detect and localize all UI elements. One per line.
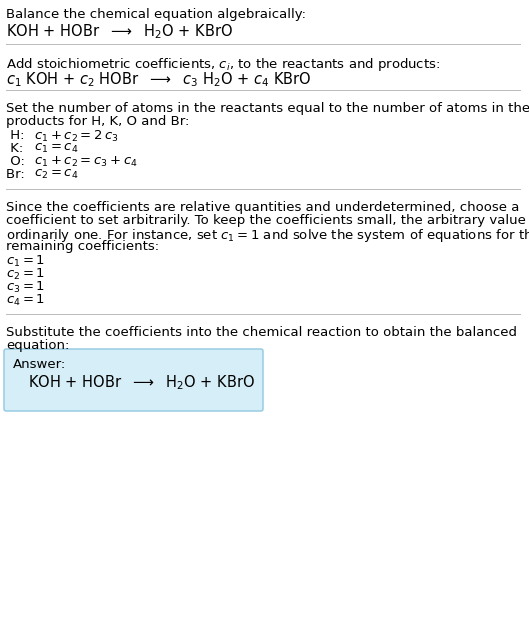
Text: $c_1 = 1$: $c_1 = 1$ [6,254,45,269]
Text: KOH + HOBr  $\longrightarrow$  H$_2$O + KBrO: KOH + HOBr $\longrightarrow$ H$_2$O + KB… [6,22,233,41]
Text: $c_3 = 1$: $c_3 = 1$ [6,280,45,295]
Text: ordinarily one. For instance, set $c_1 = 1$ and solve the system of equations fo: ordinarily one. For instance, set $c_1 =… [6,227,529,244]
Text: O:: O: [6,155,33,168]
Text: Substitute the coefficients into the chemical reaction to obtain the balanced: Substitute the coefficients into the che… [6,326,517,339]
Text: Set the number of atoms in the reactants equal to the number of atoms in the: Set the number of atoms in the reactants… [6,102,529,115]
Text: $c_1$ KOH + $c_2$ HOBr  $\longrightarrow$  $c_3$ H$_2$O + $c_4$ KBrO: $c_1$ KOH + $c_2$ HOBr $\longrightarrow$… [6,70,312,88]
Text: Answer:: Answer: [13,358,66,371]
Text: $c_1 = c_4$: $c_1 = c_4$ [34,142,78,155]
Text: equation:: equation: [6,339,69,352]
Text: $c_2 = 1$: $c_2 = 1$ [6,267,45,282]
Text: Add stoichiometric coefficients, $c_i$, to the reactants and products:: Add stoichiometric coefficients, $c_i$, … [6,56,440,73]
Text: $c_4 = 1$: $c_4 = 1$ [6,293,45,308]
Text: Br:: Br: [6,168,33,181]
Text: KOH + HOBr  $\longrightarrow$  H$_2$O + KBrO: KOH + HOBr $\longrightarrow$ H$_2$O + KB… [28,373,255,392]
Text: remaining coefficients:: remaining coefficients: [6,240,159,253]
Text: $c_1 + c_2 = 2\,c_3$: $c_1 + c_2 = 2\,c_3$ [34,129,118,144]
Text: K:: K: [6,142,32,155]
Text: Since the coefficients are relative quantities and underdetermined, choose a: Since the coefficients are relative quan… [6,201,519,214]
Text: $c_1 + c_2 = c_3 + c_4$: $c_1 + c_2 = c_3 + c_4$ [34,155,138,169]
FancyBboxPatch shape [4,349,263,411]
Text: $c_2 = c_4$: $c_2 = c_4$ [34,168,78,181]
Text: products for H, K, O and Br:: products for H, K, O and Br: [6,115,189,128]
Text: H:: H: [6,129,33,142]
Text: Balance the chemical equation algebraically:: Balance the chemical equation algebraica… [6,8,306,21]
Text: coefficient to set arbitrarily. To keep the coefficients small, the arbitrary va: coefficient to set arbitrarily. To keep … [6,214,529,227]
